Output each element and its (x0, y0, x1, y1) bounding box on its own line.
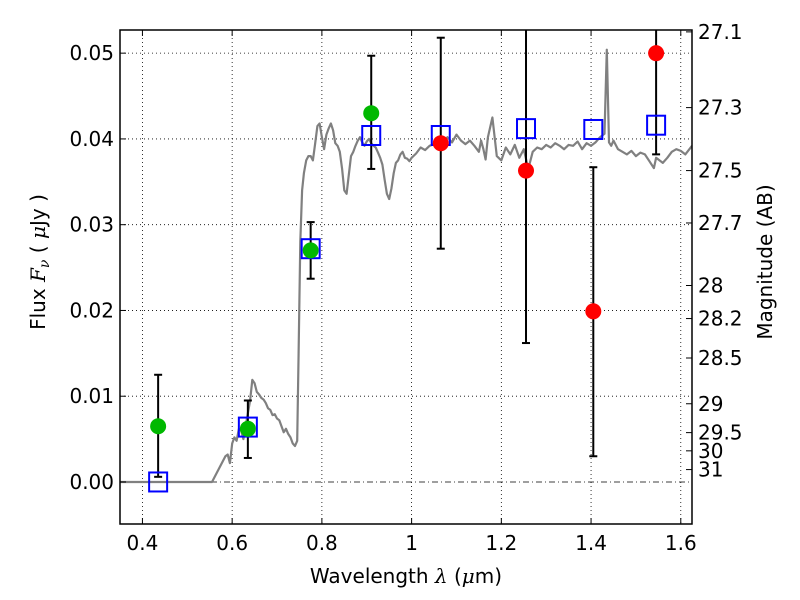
spectrum-line (120, 48, 692, 484)
x-tick-label: 0.4 (127, 531, 159, 555)
y2-tick-label: 31 (698, 458, 723, 482)
x-tick-label: 1.4 (575, 531, 607, 555)
y-tick-label: 0.05 (69, 41, 114, 65)
y2-tick-label: 28 (698, 274, 723, 298)
y2-tick-label: 27.3 (698, 96, 743, 120)
y-axis-label: Flux Fν ( μJy ) (26, 194, 53, 330)
y2-tick-label: 29 (698, 392, 723, 416)
x-tick-label: 1.2 (485, 531, 517, 555)
model-point (516, 118, 537, 140)
y2-tick-label: 27.5 (698, 159, 743, 183)
x-tick-label: 0.6 (216, 531, 248, 555)
y2-tick-label: 29.5 (698, 421, 743, 445)
y-tick-label: 0.02 (69, 298, 114, 322)
observed-point-green (239, 420, 256, 437)
y-tick-label: 0.01 (69, 384, 114, 408)
observed-point-red (585, 303, 602, 320)
observed-point-green (302, 242, 319, 259)
y-tick-label: 0.04 (69, 127, 114, 151)
y2-tick-label: 30 (698, 439, 723, 463)
y-tick-label: 0.00 (69, 470, 114, 494)
model-point (646, 114, 667, 136)
model-point (361, 124, 382, 146)
observed-point-red (648, 45, 665, 62)
y-axis: 0.00 0.01 0.02 0.03 0.04 0.05 (69, 41, 126, 494)
y2-tick-label: 27.1 (698, 20, 743, 44)
y2-tick-label: 27.7 (698, 211, 743, 235)
x-tick-label: 1 (405, 531, 418, 555)
y2-axis-label: Magnitude (AB) (753, 184, 777, 339)
model-point (148, 471, 169, 493)
x-tick-label: 0.8 (306, 531, 338, 555)
observed-point-green (150, 418, 167, 435)
y2-tick-label: 28.2 (698, 307, 743, 331)
x-axis: 0.4 0.6 0.8 1 1.2 1.4 1.6 (127, 30, 697, 555)
x-axis-label: Wavelength λ (μm) (310, 564, 502, 588)
observed-point-green (363, 105, 380, 122)
y-tick-label: 0.03 (69, 213, 114, 237)
x-tick-label: 1.6 (665, 531, 697, 555)
y2-tick-label: 28.5 (698, 346, 743, 370)
observed-point-red (518, 162, 535, 179)
model-point (583, 118, 604, 140)
plot-area (120, 30, 692, 493)
observed-point-red (432, 135, 449, 152)
plot-frame (119, 29, 693, 525)
